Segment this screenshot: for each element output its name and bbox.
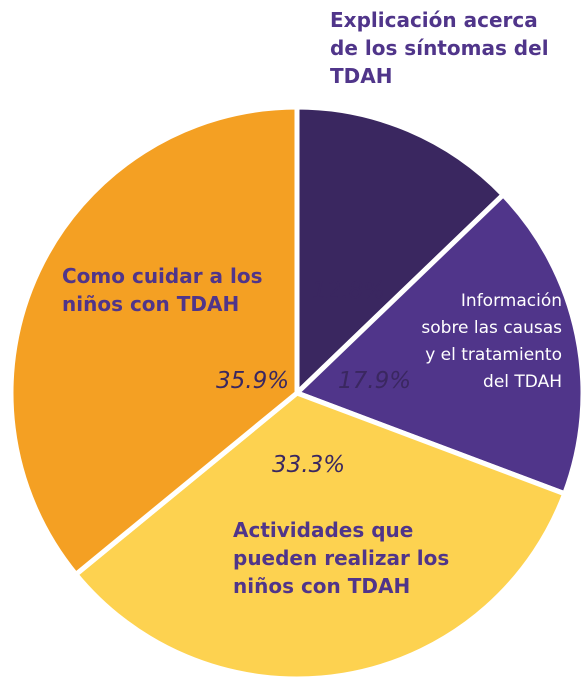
value-label: 17.9% — [338, 368, 412, 394]
slice — [73, 390, 568, 678]
slice-label: Información sobre las causas y el tratam… — [421, 291, 562, 392]
slice — [8, 104, 300, 577]
value-label: 12.8% — [312, 278, 386, 304]
value-label: 35.9% — [216, 368, 290, 394]
value-label: 33.3% — [272, 452, 346, 478]
slice — [294, 104, 506, 396]
slice-label: Explicación acerca de los síntomas del T… — [330, 8, 549, 88]
slice-label: Actividades que pueden realizar los niño… — [233, 518, 450, 598]
slice-label: Como cuidar a los niños con TDAH — [62, 264, 263, 316]
